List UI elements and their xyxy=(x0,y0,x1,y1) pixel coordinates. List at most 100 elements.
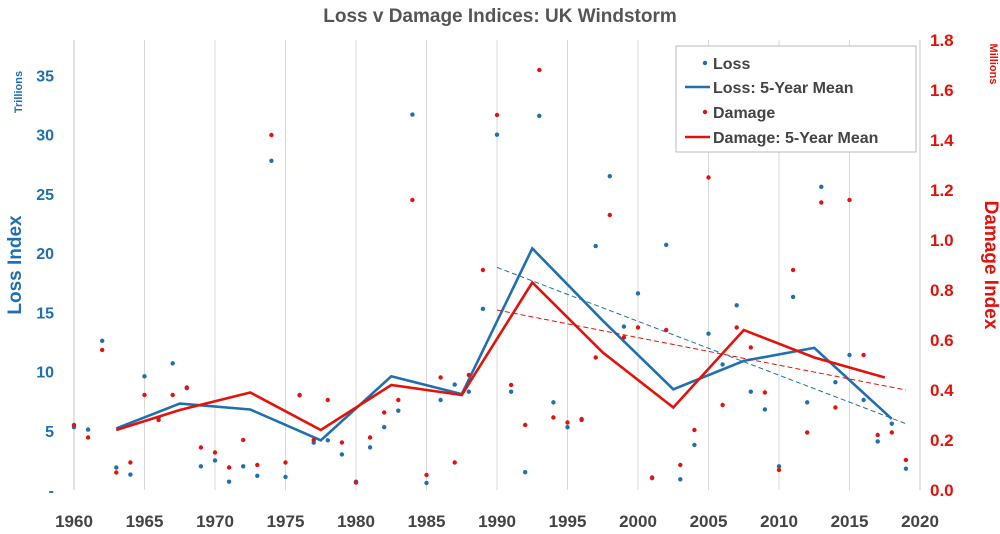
damage-point xyxy=(748,345,753,350)
loss-point xyxy=(762,407,768,412)
loss-point xyxy=(339,452,345,457)
y-right-unit: Millions xyxy=(987,44,999,85)
loss-point xyxy=(833,380,838,385)
damage-point xyxy=(198,445,204,450)
damage-point xyxy=(607,212,612,218)
loss-point xyxy=(325,438,330,443)
loss-point xyxy=(367,445,373,450)
loss-point xyxy=(269,158,274,163)
damage-point xyxy=(452,460,457,465)
damage-point xyxy=(480,267,486,273)
x-tick-label: 1990 xyxy=(478,512,516,531)
damage-point xyxy=(226,465,232,470)
y-right-tick-label: 0.8 xyxy=(930,281,954,300)
loss-point xyxy=(875,439,880,444)
damage-point xyxy=(325,397,330,403)
legend-label-damage-mean: Damage: 5-Year Mean xyxy=(713,130,878,147)
damage-point xyxy=(537,67,542,73)
loss-point xyxy=(734,303,739,308)
damage-point xyxy=(494,112,500,118)
loss-point xyxy=(565,425,570,430)
y-left-tick-label: 10 xyxy=(36,365,54,382)
y-left-label: Loss Index xyxy=(5,215,26,315)
loss-point xyxy=(508,389,514,394)
y-right-label: Damage Index xyxy=(980,201,1000,330)
y-right-tick-label: 0.4 xyxy=(930,381,954,400)
damage-point xyxy=(114,470,119,475)
y-right-tick-label: 0.6 xyxy=(930,331,954,350)
loss-point xyxy=(198,464,204,469)
loss-point xyxy=(678,477,683,482)
x-tick-label: 1985 xyxy=(408,512,446,531)
loss-point xyxy=(494,132,500,137)
damage-point xyxy=(339,440,345,445)
damage-point xyxy=(678,462,683,468)
loss-point xyxy=(593,243,598,249)
damage-point xyxy=(297,392,302,398)
loss-point xyxy=(100,338,105,343)
damage-point xyxy=(635,325,641,330)
damage-point xyxy=(776,467,782,473)
loss-point xyxy=(537,113,542,118)
x-tick-label: 2005 xyxy=(690,512,728,531)
damage-point xyxy=(819,200,824,205)
loss-point xyxy=(748,389,753,394)
loss-point xyxy=(903,466,909,471)
x-ticks: 1960 1965 1970 1975 1980 1985 1990 1995 2000 2005… xyxy=(55,512,939,531)
y-right-tick-label: 1.8 xyxy=(930,31,954,50)
damage-point xyxy=(706,175,711,180)
loss-point xyxy=(170,361,175,366)
loss-point xyxy=(847,352,852,358)
y-left-tick-label: 5 xyxy=(45,424,54,441)
legend-label-damage: Damage xyxy=(713,105,775,122)
loss-point xyxy=(819,184,824,190)
loss-point xyxy=(805,400,810,405)
damage-point xyxy=(255,462,260,468)
y-left-ticks: - 5 10 15 20 25 30 35 xyxy=(36,69,54,500)
damage-point xyxy=(664,327,669,333)
loss-point xyxy=(664,242,669,248)
damage-point xyxy=(466,372,471,378)
loss-point xyxy=(85,427,91,432)
loss-point xyxy=(424,480,429,486)
damage-point xyxy=(367,435,373,440)
damage-point xyxy=(212,450,218,455)
legend-label-loss-mean: Loss: 5-Year Mean xyxy=(713,80,854,97)
damage-point xyxy=(128,460,133,465)
loss-point xyxy=(706,331,711,336)
y-left-tick-label: 30 xyxy=(36,128,54,145)
x-tick-label: 1965 xyxy=(126,512,164,531)
legend-label-loss: Loss xyxy=(713,56,750,73)
trend-right-line xyxy=(496,309,906,391)
loss-point xyxy=(523,470,528,475)
x-tick-label: 2020 xyxy=(901,512,939,531)
loss-point xyxy=(255,473,260,478)
loss-point xyxy=(466,389,471,394)
plot-area xyxy=(71,67,909,486)
damage-point xyxy=(508,382,514,388)
damage-point xyxy=(156,417,161,423)
loss-point xyxy=(861,397,866,403)
loss-5-year-mean-line xyxy=(115,246,893,442)
damage-point xyxy=(311,437,316,443)
loss-point xyxy=(452,382,457,387)
damage-point xyxy=(847,197,852,203)
loss-point xyxy=(889,421,894,426)
loss-point xyxy=(283,474,288,480)
loss-point xyxy=(241,464,246,469)
loss-point xyxy=(438,397,443,403)
x-tick-label: 2015 xyxy=(831,512,869,531)
y-left-tick-label: - xyxy=(49,483,54,500)
y-right-ticks: 0.0 0.2 0.4 0.6 0.8 1.0 1.2 1.4 1.6 1.8 xyxy=(930,31,954,500)
damage-point xyxy=(85,435,91,440)
damage-point xyxy=(692,427,697,433)
loss-point xyxy=(720,362,725,367)
damage-point xyxy=(762,390,768,395)
loss-point xyxy=(635,291,641,296)
y-right-tick-label: 0.2 xyxy=(930,431,954,450)
loss-point xyxy=(790,294,796,300)
loss-point xyxy=(607,173,612,179)
damage-point xyxy=(100,347,105,353)
legend-marker-damage xyxy=(702,109,708,115)
x-tick-label: 2000 xyxy=(619,512,657,531)
